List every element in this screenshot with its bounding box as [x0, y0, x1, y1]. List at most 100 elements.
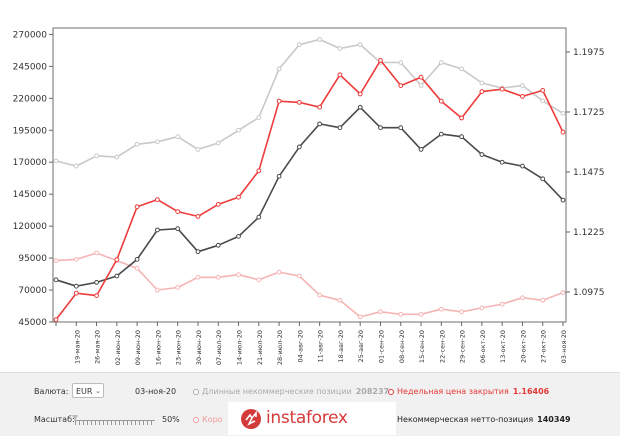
x-tick-label: 15-сен-20 — [418, 330, 426, 363]
plot-frame — [52, 27, 567, 323]
x-tick-label: 07-июл-20 — [215, 330, 223, 365]
data-point-long — [114, 154, 120, 160]
data-point-long — [53, 158, 59, 164]
data-point-short — [459, 309, 465, 315]
data-point-short — [256, 277, 262, 283]
data-point-long — [418, 83, 424, 88]
data-point-close — [195, 214, 201, 219]
data-point-net — [418, 147, 424, 152]
data-point-short — [94, 250, 99, 256]
data-point-short — [53, 258, 59, 264]
data-point-close — [317, 104, 323, 110]
data-point-short — [378, 309, 383, 315]
data-point-short — [134, 265, 140, 271]
data-point-net — [296, 144, 302, 150]
data-point-net — [540, 176, 546, 182]
scale-slider-thumb[interactable] — [72, 415, 78, 421]
currency-select[interactable]: EUR ⌄ — [72, 383, 104, 398]
data-point-long — [256, 115, 262, 120]
data-point-net — [357, 104, 363, 110]
data-point-short — [438, 306, 444, 312]
data-point-short — [175, 285, 181, 290]
legend-close-value: 1.16406 — [512, 387, 550, 396]
data-point-close — [560, 129, 566, 135]
x-tick-label: 06-окт-20 — [479, 330, 487, 363]
y-left-tick-label: 95000 — [18, 254, 47, 264]
data-point-long — [560, 110, 566, 116]
legend-short-positions[interactable]: Коро — [193, 415, 223, 424]
y-left-tick-label: 195000 — [13, 126, 48, 136]
data-point-net — [195, 249, 201, 255]
data-point-net — [236, 233, 241, 239]
legend-net-position[interactable]: Некоммерческая нетто-позиция 140349 — [388, 415, 571, 424]
x-tick-label: 22-сен-20 — [438, 330, 446, 363]
data-point-close — [134, 204, 140, 210]
x-tick-label: 01-сен-20 — [377, 330, 385, 363]
data-point-close — [215, 202, 221, 207]
data-point-long — [276, 66, 282, 72]
series-line-close — [55, 59, 564, 321]
x-tick-label: 02-июн-20 — [114, 330, 122, 365]
data-point-short — [155, 287, 160, 293]
scale-label: Масштаб: — [34, 415, 75, 424]
data-point-long — [134, 141, 140, 147]
data-point-net — [94, 279, 99, 285]
data-point-net — [479, 152, 485, 157]
data-point-close — [418, 74, 424, 80]
data-point-close — [398, 83, 404, 88]
y-right-tick-label: 1.1725 — [573, 108, 605, 118]
data-point-long — [540, 98, 546, 104]
data-point-long — [337, 46, 343, 51]
data-point-net — [276, 173, 282, 179]
series-line-net — [55, 106, 564, 288]
legend-close-label: Недельная цена закрытия — [397, 387, 509, 396]
data-point-short — [276, 269, 282, 275]
legend-weekly-close[interactable]: Недельная цена закрытия 1.16406 — [388, 387, 549, 396]
data-point-short — [236, 272, 241, 278]
data-point-net — [73, 283, 79, 289]
data-point-close — [276, 98, 282, 104]
data-point-close — [438, 98, 444, 104]
data-point-close — [357, 91, 363, 97]
x-tick-label: 21-июл-20 — [256, 330, 264, 365]
legend-long-value: 208237 — [355, 387, 390, 396]
legend-long-positions[interactable]: Длинные некоммерческие позиции 208237 — [193, 387, 389, 396]
x-tick-label: 25-авг-20 — [357, 330, 365, 362]
x-tick-label: 20-окт-20 — [519, 330, 527, 363]
data-point-long — [73, 163, 79, 169]
data-point-short — [540, 297, 546, 303]
data-point-short — [337, 297, 343, 303]
y-right-tick-label: 1.1475 — [573, 168, 605, 178]
x-tick-label: 23-июн-20 — [175, 330, 183, 365]
data-point-net — [53, 277, 59, 283]
data-point-close — [256, 168, 262, 174]
data-point-close — [499, 86, 505, 92]
data-point-close — [175, 209, 181, 215]
scale-slider[interactable] — [72, 415, 155, 425]
data-point-long — [398, 60, 404, 65]
data-point-net — [560, 197, 566, 203]
data-point-short — [479, 305, 485, 311]
data-point-net — [337, 125, 343, 131]
data-point-close — [296, 100, 302, 105]
scale-slider-ticks — [75, 421, 155, 425]
legend-net-value: 140349 — [537, 415, 571, 424]
data-point-close — [459, 115, 465, 121]
data-point-short — [317, 292, 323, 298]
data-point-close — [236, 194, 241, 200]
data-point-close — [73, 290, 79, 296]
data-point-long — [236, 127, 241, 133]
data-point-close — [53, 317, 59, 323]
data-point-long — [296, 42, 302, 48]
data-point-net — [215, 242, 221, 248]
instaforex-watermark: instaforex — [228, 402, 396, 435]
y-left-tick-label: 70000 — [18, 286, 47, 296]
data-point-net — [398, 125, 404, 131]
y-right-tick-label: 1.1975 — [573, 48, 605, 58]
data-point-long — [479, 80, 485, 86]
data-point-long — [357, 42, 363, 48]
cot-chart: 270000 245000 220000 195000 170000 145000 1200… — [12, 27, 605, 366]
x-tick-label: 19-мая-20 — [73, 330, 81, 364]
x-tick-label: 18-авг-20 — [337, 330, 345, 362]
data-point-short — [560, 290, 566, 296]
